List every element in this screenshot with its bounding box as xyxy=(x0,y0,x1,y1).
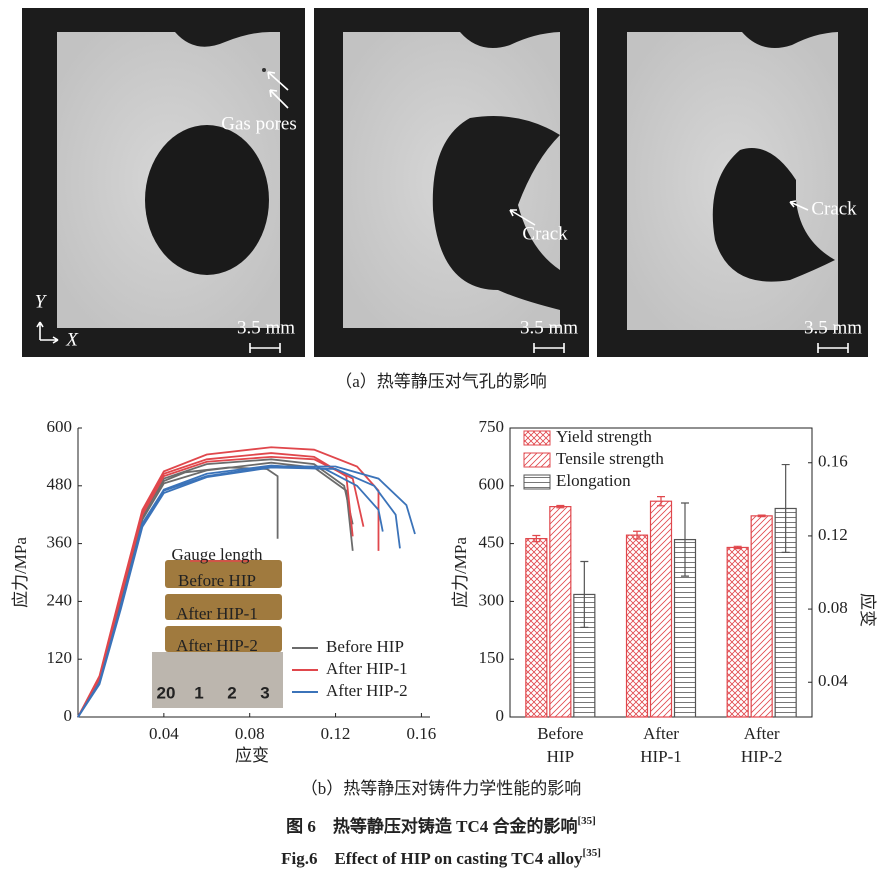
y2-axis-label: 应变 xyxy=(858,593,877,627)
y-tick-label: 600 xyxy=(479,475,505,494)
x-tick-label: HIP xyxy=(547,747,574,766)
scale-label: 3.5 mm xyxy=(804,317,862,338)
pore xyxy=(262,68,266,72)
legend-label: Tensile strength xyxy=(556,449,664,468)
error-bar xyxy=(580,560,589,628)
y-tick-label: 480 xyxy=(47,475,73,494)
x-tick-label: 0.08 xyxy=(235,724,265,743)
legend-label: Before HIP xyxy=(326,637,404,656)
y2-tick-label: 0.04 xyxy=(818,671,848,690)
caption: （a）热等静压对气孔的影响 xyxy=(335,372,547,391)
bar xyxy=(525,537,548,718)
ruler-label: 2 xyxy=(227,683,236,702)
y2-tick-label: 0.08 xyxy=(818,598,848,617)
reference: [35] xyxy=(583,847,601,859)
legend-label: After HIP-2 xyxy=(326,681,408,700)
y2-tick-label: 0.16 xyxy=(818,452,848,471)
caption: （b）热等静压对铸件力学性能的影响 xyxy=(301,779,582,798)
scale-label: 3.5 mm xyxy=(237,317,295,338)
y-tick-label: 240 xyxy=(47,590,73,609)
annotation: Crack xyxy=(522,223,568,244)
figure-caption: Fig.6 Effect of HIP on casting TC4 alloy… xyxy=(281,847,601,868)
inset-label: Before HIP xyxy=(178,571,256,590)
x-axis-label: 应变 xyxy=(235,746,269,765)
ruler-label: 20 xyxy=(157,683,176,702)
error-bar xyxy=(781,463,790,553)
x-tick-label: After xyxy=(744,724,780,743)
error-bar xyxy=(532,534,541,543)
specimen-strip xyxy=(165,626,282,652)
legend-swatch xyxy=(523,452,551,468)
ruler-label: 1 xyxy=(194,683,203,702)
annotation: Crack xyxy=(811,198,857,219)
y-axis-label: 应力/MPa xyxy=(451,537,470,608)
y-tick-label: 0 xyxy=(496,706,505,725)
bar xyxy=(726,546,749,718)
legend-label: Yield strength xyxy=(556,427,652,446)
inset-label: After HIP-2 xyxy=(176,636,258,655)
y-tick-label: 750 xyxy=(479,417,505,436)
specimen xyxy=(343,32,560,328)
error-bar xyxy=(657,495,665,507)
axis-symbol: Y xyxy=(35,291,48,312)
ct-images xyxy=(22,8,868,357)
hole xyxy=(145,125,269,275)
x-tick-label: 0.04 xyxy=(149,724,179,743)
x-tick-label: 0.16 xyxy=(407,724,437,743)
caption-text: Fig.6 Effect of HIP on casting TC4 alloy xyxy=(281,849,583,868)
y-tick-label: 600 xyxy=(47,417,73,436)
x-tick-label: HIP-1 xyxy=(640,747,682,766)
annotation: Gas pores xyxy=(221,113,296,134)
legend-label: After HIP-1 xyxy=(326,659,408,678)
error-bar xyxy=(556,504,565,509)
error-bar xyxy=(681,502,689,577)
y-tick-label: 120 xyxy=(47,648,73,667)
x-tick-label: HIP-2 xyxy=(741,747,783,766)
inset-photo xyxy=(152,560,283,708)
y-tick-label: 360 xyxy=(47,533,73,552)
scale-label: 3.5 mm xyxy=(520,317,578,338)
error-bar xyxy=(633,530,641,540)
figure-caption: 图 6 热等静压对铸造 TC4 合金的影响[35] xyxy=(286,815,596,836)
bar xyxy=(649,500,673,718)
hole xyxy=(712,148,835,282)
arrows xyxy=(36,71,849,353)
legend-swatch xyxy=(523,474,551,490)
specimen-strip xyxy=(165,560,282,588)
legend-label: Elongation xyxy=(556,471,631,490)
axis-symbol: X xyxy=(65,329,79,350)
error-bar xyxy=(757,514,766,518)
y-tick-label: 150 xyxy=(479,648,505,667)
separator xyxy=(589,8,597,357)
legend-swatch xyxy=(523,430,551,446)
inset-label: After HIP-1 xyxy=(176,604,258,623)
bar xyxy=(750,515,773,718)
x-tick-label: After xyxy=(643,724,679,743)
ruler xyxy=(152,652,283,708)
reference: [35] xyxy=(578,815,596,827)
bar xyxy=(625,534,649,718)
inset-label: Gauge length xyxy=(171,545,263,564)
stress-strain-curve xyxy=(77,464,384,718)
caption-text: 图 6 热等静压对铸造 TC4 合金的影响 xyxy=(286,816,577,836)
separator xyxy=(305,8,314,357)
specimen-strip xyxy=(165,594,282,620)
y2-tick-label: 0.12 xyxy=(818,525,848,544)
y-tick-label: 300 xyxy=(479,590,505,609)
error-bar xyxy=(733,545,742,550)
y-axis-label: 应力/MPa xyxy=(11,537,30,608)
y-tick-label: 450 xyxy=(479,533,505,552)
x-tick-label: Before xyxy=(537,724,583,743)
ruler-label: 3 xyxy=(260,683,269,702)
bar xyxy=(549,506,572,718)
x-tick-label: 0.12 xyxy=(321,724,351,743)
y-tick-label: 0 xyxy=(64,706,73,725)
